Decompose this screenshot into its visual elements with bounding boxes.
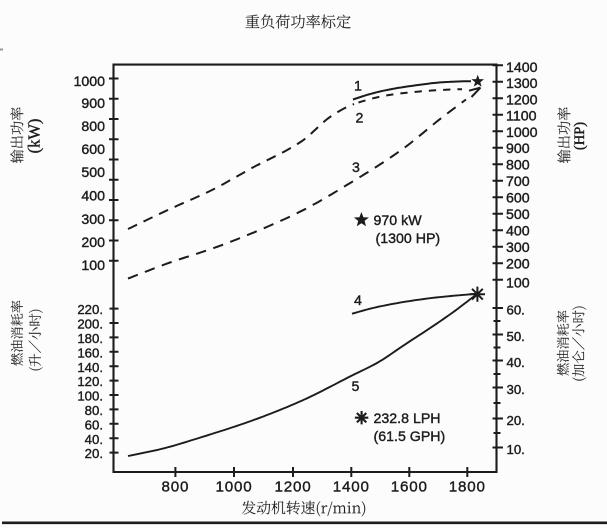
svg-text:1400: 1400 xyxy=(506,60,538,76)
svg-text:200: 200 xyxy=(81,235,105,251)
svg-text:80.: 80. xyxy=(85,403,103,418)
svg-text:1: 1 xyxy=(354,79,362,95)
svg-text:220.: 220. xyxy=(77,302,103,317)
svg-text:1300: 1300 xyxy=(506,76,538,92)
svg-text:600: 600 xyxy=(81,142,105,158)
svg-text:160.: 160. xyxy=(77,345,103,360)
svg-text:20.: 20. xyxy=(507,413,525,428)
svg-text:120.: 120. xyxy=(77,374,103,389)
svg-text:200.: 200. xyxy=(77,317,103,332)
svg-text:500: 500 xyxy=(506,207,530,223)
svg-text:30.: 30. xyxy=(507,382,525,397)
svg-text:600: 600 xyxy=(506,191,530,207)
svg-text:40.: 40. xyxy=(85,432,103,447)
svg-text:100: 100 xyxy=(506,276,530,292)
svg-text:1000: 1000 xyxy=(506,125,538,141)
svg-text:50.: 50. xyxy=(507,329,525,344)
svg-text:1100: 1100 xyxy=(506,109,537,125)
svg-text:40.: 40. xyxy=(507,355,525,370)
svg-text:300: 300 xyxy=(506,240,530,256)
svg-text:800: 800 xyxy=(506,158,530,174)
svg-text:1800: 1800 xyxy=(449,478,486,495)
svg-text:10.: 10. xyxy=(507,442,525,457)
svg-text:900: 900 xyxy=(506,141,530,157)
svg-text:200: 200 xyxy=(506,257,530,273)
svg-text:2: 2 xyxy=(356,111,364,127)
svg-text:800: 800 xyxy=(162,478,190,495)
svg-text:(kW): (kW) xyxy=(24,119,43,154)
svg-text:500: 500 xyxy=(81,165,105,181)
svg-text:300: 300 xyxy=(81,212,105,228)
svg-text:(HP): (HP) xyxy=(572,122,588,150)
svg-text:4: 4 xyxy=(354,293,362,309)
svg-text:(61.5 GPH): (61.5 GPH) xyxy=(374,429,446,445)
svg-text:20.: 20. xyxy=(85,446,103,461)
svg-text:1200: 1200 xyxy=(275,478,312,495)
svg-text:5: 5 xyxy=(352,379,360,395)
svg-text:1000: 1000 xyxy=(216,478,253,495)
svg-text:(1300 HP): (1300 HP) xyxy=(376,231,441,247)
svg-text:700: 700 xyxy=(506,174,530,190)
svg-text:800: 800 xyxy=(81,119,105,135)
svg-text:60.: 60. xyxy=(507,302,525,317)
svg-text:180.: 180. xyxy=(77,331,103,346)
svg-text:1400: 1400 xyxy=(333,478,370,495)
svg-text:3: 3 xyxy=(352,160,360,176)
svg-text:1600: 1600 xyxy=(391,478,428,495)
svg-text:60.: 60. xyxy=(85,417,103,432)
svg-text:140.: 140. xyxy=(77,360,103,375)
svg-text:100.: 100. xyxy=(77,389,103,404)
svg-text:400: 400 xyxy=(81,189,105,205)
svg-text:400: 400 xyxy=(506,224,530,240)
svg-text:900: 900 xyxy=(81,96,105,112)
svg-text:970 kW: 970 kW xyxy=(374,213,423,229)
svg-text:1000: 1000 xyxy=(73,74,105,90)
svg-text:100: 100 xyxy=(81,258,105,274)
svg-text:1200: 1200 xyxy=(506,93,538,109)
svg-text:232.8 LPH: 232.8 LPH xyxy=(374,411,441,427)
